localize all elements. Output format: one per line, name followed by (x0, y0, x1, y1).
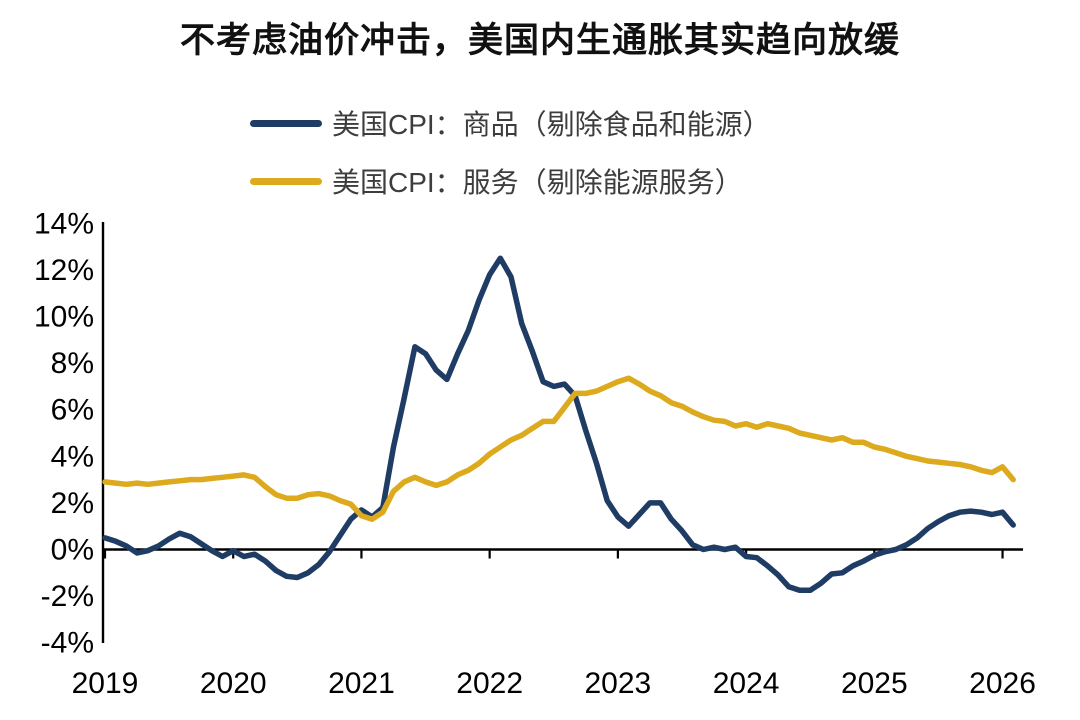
legend-label-services: 美国CPI：服务（剔除能源服务） (332, 167, 743, 198)
chart-title: 不考虑油价冲击，美国内生通胀其实趋向放缓 (179, 21, 900, 60)
y-tick-label: 10% (34, 301, 94, 334)
legend: 美国CPI：商品（剔除食品和能源） 美国CPI：服务（剔除能源服务） (250, 103, 771, 219)
y-tick-label: 2% (51, 487, 94, 520)
goods-line-swatch (250, 119, 322, 127)
goods-cpi-line (102, 255, 1016, 594)
y-tick-label: 14% (34, 207, 94, 240)
x-tick-label: 2024 (713, 667, 780, 700)
x-tick-label: 2019 (72, 667, 139, 700)
y-tick-label: 4% (51, 440, 94, 473)
x-tick-label: 2021 (328, 667, 395, 700)
x-tick-label: 2022 (456, 667, 523, 700)
x-tick-label: 2026 (969, 667, 1036, 700)
services-cpi-line (102, 375, 1016, 522)
y-tick-label: 0% (51, 534, 94, 567)
services-line-swatch (250, 177, 322, 185)
y-tick-label: 6% (51, 394, 94, 427)
y-tick-label: 12% (34, 254, 94, 287)
y-tick-label: -4% (41, 627, 94, 660)
x-tick-label: 2025 (841, 667, 908, 700)
x-tick-label: 2023 (585, 667, 652, 700)
legend-label-goods: 美国CPI：商品（剔除食品和能源） (332, 109, 771, 140)
x-tick-label: 2020 (200, 667, 267, 700)
legend-item-services: 美国CPI：服务（剔除能源服务） (250, 161, 771, 201)
y-tick-label: 8% (51, 347, 94, 380)
legend-item-goods: 美国CPI：商品（剔除食品和能源） (250, 103, 771, 143)
y-tick-label: -2% (41, 580, 94, 613)
